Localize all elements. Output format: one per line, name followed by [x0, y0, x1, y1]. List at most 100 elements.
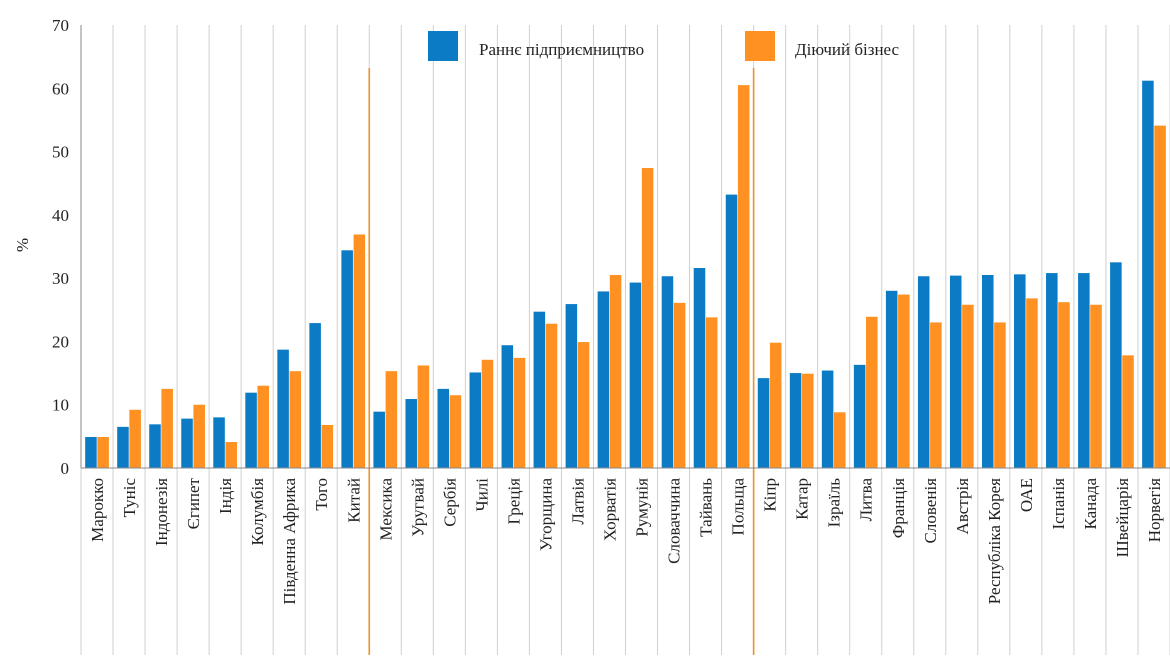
bar-early-23: [789, 373, 802, 468]
bar-established-20: [705, 317, 718, 468]
bar-established-1: [97, 436, 109, 468]
x-tick-label: Тайвань: [697, 478, 716, 537]
y-axis-label: %: [13, 238, 32, 252]
x-tick-label: Китай: [344, 478, 363, 523]
bar-established-4: [193, 404, 205, 468]
x-tick-label: Індія: [216, 478, 235, 514]
bar-established-25: [866, 316, 878, 468]
bar-early-12: [437, 388, 450, 468]
bar-established-16: [577, 342, 590, 468]
bar-established-21: [737, 85, 750, 468]
legend-label-established: Діючий бізнес: [795, 40, 900, 59]
bar-established-27: [930, 322, 942, 468]
legend-swatch-early: [428, 31, 458, 61]
x-tick-label: Іспанія: [1049, 478, 1068, 530]
bar-established-8: [321, 424, 334, 468]
y-tick-label: 10: [52, 396, 69, 415]
x-tick-label: Республіка Корея: [985, 478, 1004, 604]
bar-early-9: [341, 250, 353, 468]
bar-established-19: [673, 302, 686, 468]
x-tick-label: Литва: [857, 478, 876, 522]
x-tick-labels: Марокко Туніс Індонезія Єгипет Індія Колумбія…: [88, 477, 1164, 604]
bar-established-12: [449, 395, 462, 468]
axes: [80, 25, 1170, 469]
bar-established-24: [834, 412, 846, 468]
bar-early-29: [981, 274, 994, 468]
bar-established-13: [481, 359, 494, 468]
bar-established-6: [257, 385, 270, 468]
x-tick-label: Канада: [1081, 478, 1100, 530]
x-tick-label: Уругвай: [408, 478, 427, 537]
bar-established-28: [962, 304, 974, 468]
bar-established-33: [1122, 355, 1134, 468]
bar-established-3: [161, 388, 173, 468]
bar-early-16: [565, 304, 578, 468]
bar-early-31: [1046, 273, 1058, 468]
bar-early-32: [1078, 273, 1090, 468]
bar-early-19: [661, 276, 674, 468]
bar-established-5: [225, 442, 237, 468]
bar-early-11: [405, 399, 417, 468]
y-tick-label: 70: [52, 16, 69, 35]
bar-established-14: [513, 357, 526, 468]
x-tick-label: Південна Африка: [280, 478, 299, 605]
bar-early-4: [181, 418, 193, 468]
x-tick-label: Туніс: [120, 478, 139, 518]
bar-established-15: [545, 323, 558, 468]
bar-established-34: [1154, 125, 1166, 469]
y-tick-label: 40: [52, 206, 69, 225]
legend: Раннє підприємництво Діючий бізнес: [428, 31, 900, 61]
bar-established-32: [1090, 304, 1102, 468]
bar-early-25: [853, 364, 866, 468]
y-tick-label: 0: [61, 459, 70, 478]
bar-early-26: [885, 290, 898, 468]
bar-early-1: [85, 436, 97, 468]
bar-early-5: [213, 417, 225, 468]
bar-established-23: [801, 373, 814, 468]
bar-early-6: [245, 392, 257, 468]
x-tick-label: Швейцарія: [1113, 478, 1132, 558]
bar-early-10: [373, 411, 385, 468]
bar-established-7: [289, 371, 302, 468]
x-tick-label: Кіпр: [761, 478, 780, 512]
bar-established-30: [1026, 298, 1038, 468]
y-tick-labels: 0 10 20 30 40 50 60 70: [52, 16, 69, 478]
x-tick-label: ОАЕ: [1017, 478, 1036, 512]
bar-early-34: [1142, 80, 1154, 468]
y-tick-label: 50: [52, 143, 69, 162]
bar-early-13: [469, 372, 482, 468]
bar-early-3: [149, 424, 161, 468]
bar-early-7: [277, 349, 289, 468]
x-tick-label: Індонезія: [152, 478, 171, 546]
bar-established-18: [641, 168, 654, 469]
legend-label-early: Раннє підприємництво: [479, 40, 644, 59]
x-tick-label: Сербія: [440, 478, 459, 527]
x-tick-label: Чилі: [472, 478, 491, 512]
bar-early-24: [821, 370, 834, 468]
bar-early-8: [309, 323, 321, 468]
bar-established-11: [417, 365, 430, 468]
bar-early-33: [1110, 262, 1122, 468]
x-tick-label: Австрія: [953, 478, 972, 535]
bar-established-2: [129, 409, 141, 468]
group-separators: [368, 68, 755, 655]
bar-early-20: [693, 268, 706, 468]
bar-established-26: [898, 294, 910, 468]
y-tick-label: 30: [52, 269, 69, 288]
x-tick-label: Норвегія: [1145, 478, 1164, 542]
bar-early-14: [501, 345, 514, 468]
x-tick-label: Словаччина: [665, 478, 684, 564]
x-tick-label: Латвія: [568, 478, 587, 525]
x-tick-label: Ізраїль: [825, 478, 844, 528]
bar-early-28: [949, 275, 962, 468]
grid-lines: [80, 25, 1170, 655]
bar-early-21: [725, 194, 738, 468]
y-tick-label: 20: [52, 332, 69, 351]
bar-established-29: [994, 322, 1006, 468]
x-tick-label: Катар: [793, 478, 812, 520]
x-tick-label: Румунія: [633, 478, 652, 537]
bar-early-15: [533, 311, 546, 468]
x-tick-label: Греція: [504, 478, 523, 525]
